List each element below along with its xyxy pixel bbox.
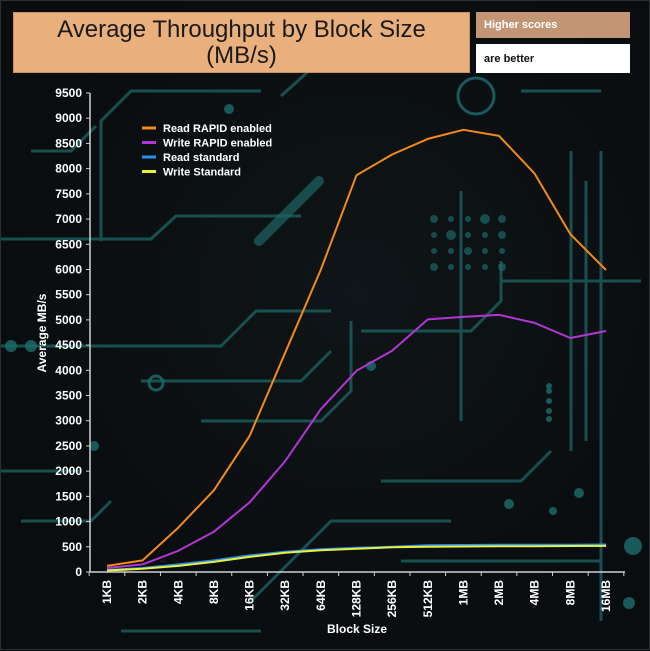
y-tick-label: 0 <box>75 565 82 579</box>
x-tick-label: 16KB <box>243 580 257 611</box>
x-tick-label: 8MB <box>563 580 577 606</box>
y-axis-ticks: 0 500 1000 1500 2000 2500 3000 3500 4000 4500 5000… <box>55 86 90 579</box>
x-tick-label: 1MB <box>456 580 470 606</box>
y-tick-label: 500 <box>62 540 82 554</box>
y-tick-label: 9000 <box>55 111 82 125</box>
y-tick-label: 3500 <box>55 389 82 403</box>
y-tick-label: 3000 <box>55 414 82 428</box>
x-axis-title: Block Size <box>327 622 387 636</box>
x-tick-label: 32KB <box>278 580 292 611</box>
chart-axes <box>89 93 625 573</box>
x-tick-label: 2KB <box>136 580 150 604</box>
y-axis-title: Average MB/s <box>35 293 49 372</box>
x-tick-label: 128KB <box>350 580 364 618</box>
y-tick-label: 4000 <box>55 363 82 377</box>
y-tick-label: 7500 <box>55 187 82 201</box>
y-tick-label: 7000 <box>55 212 82 226</box>
series-line-3 <box>106 544 607 572</box>
chart-legend: Read RAPID enabled Write RAPID enabled Rea… <box>142 123 272 179</box>
legend-label: Read RAPID enabled <box>163 123 272 135</box>
y-tick-label: 6500 <box>55 237 82 251</box>
legend-label: Write RAPID enabled <box>163 138 272 150</box>
y-tick-label: 1500 <box>55 489 82 503</box>
chart-title-box: Average Throughput by Block Size (MB/s) <box>13 12 470 73</box>
chart-series <box>106 128 607 572</box>
higher-scores-note: Higher scores <box>476 12 630 38</box>
y-tick-label: 9500 <box>55 86 82 100</box>
x-axis-ticks: 1KB 2KB 4KB 8KB 16KB 32KB 64KB 128KB 256KB 512KB 1… <box>88 572 625 618</box>
x-tick-label: 1KB <box>100 580 114 604</box>
y-tick-label: 8500 <box>55 136 82 150</box>
x-tick-label: 512KB <box>421 580 435 618</box>
legend-label: Read standard <box>163 152 239 164</box>
y-tick-label: 6000 <box>55 262 82 276</box>
series-line-0 <box>106 128 607 567</box>
x-tick-label: 64KB <box>314 580 328 611</box>
better-note: are better <box>476 44 630 73</box>
y-tick-label: 4500 <box>55 338 82 352</box>
y-tick-label: 1000 <box>55 515 82 529</box>
x-tick-label: 2MB <box>492 580 506 606</box>
y-tick-label: 5500 <box>55 288 82 302</box>
y-tick-label: 5000 <box>55 313 82 327</box>
y-tick-label: 2000 <box>55 464 82 478</box>
series-line-1 <box>106 313 607 569</box>
x-tick-label: 4MB <box>528 580 542 606</box>
y-tick-label: 2500 <box>55 439 82 453</box>
x-tick-label: 8KB <box>207 580 221 604</box>
chart-subtitle: (MB/s) <box>206 41 277 69</box>
x-tick-label: 256KB <box>385 580 399 618</box>
x-tick-label: 4KB <box>171 580 185 604</box>
y-tick-label: 8000 <box>55 162 82 176</box>
legend-label: Write Standard <box>163 167 241 179</box>
x-tick-label: 16MB <box>599 580 613 612</box>
chart-title: Average Throughput by Block Size <box>57 15 426 43</box>
